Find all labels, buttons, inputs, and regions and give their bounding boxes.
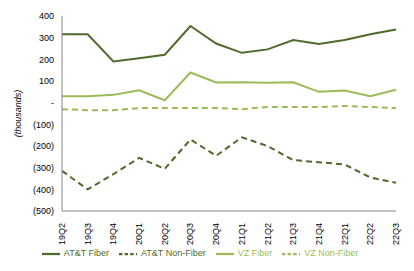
- svg-text:20Q3: 20Q3: [185, 223, 195, 245]
- svg-text:22Q2: 22Q2: [365, 223, 375, 245]
- svg-text:19Q2: 19Q2: [57, 223, 67, 245]
- svg-text:21Q1: 21Q1: [237, 223, 247, 245]
- svg-text:21Q2: 21Q2: [263, 223, 273, 245]
- svg-text:20Q4: 20Q4: [211, 223, 221, 245]
- svg-text:(200): (200): [33, 141, 54, 151]
- svg-text:200: 200: [39, 55, 54, 65]
- html-text:VZ Fiber: VZ Fiber: [237, 248, 273, 259]
- svg-text:22Q1: 22Q1: [340, 223, 350, 245]
- svg-text:22Q3: 22Q3: [391, 223, 401, 245]
- svg-text:300: 300: [39, 33, 54, 43]
- svg-text:19Q3: 19Q3: [83, 223, 93, 245]
- svg-text:(100): (100): [33, 120, 54, 130]
- svg-text:(500): (500): [33, 206, 54, 216]
- svg-text:(thousands): (thousands): [13, 90, 23, 138]
- svg-text:400: 400: [39, 11, 54, 21]
- svg-text:21Q4: 21Q4: [314, 223, 324, 245]
- svg-text:21Q3: 21Q3: [288, 223, 298, 245]
- svg-text:(300): (300): [33, 163, 54, 173]
- svg-text:100: 100: [39, 76, 54, 86]
- html-text:AT&T Non-Fiber: AT&T Non-Fiber: [141, 248, 206, 259]
- svg-text:20Q2: 20Q2: [160, 223, 170, 245]
- svg-text:19Q4: 19Q4: [108, 223, 118, 245]
- svg-text:-: -: [51, 98, 54, 108]
- html-text:VZ Non-Fiber: VZ Non-Fiber: [304, 248, 359, 259]
- svg-text:20Q1: 20Q1: [134, 223, 144, 245]
- html-text:AT&T Fiber: AT&T Fiber: [63, 248, 109, 259]
- svg-text:(400): (400): [33, 185, 54, 195]
